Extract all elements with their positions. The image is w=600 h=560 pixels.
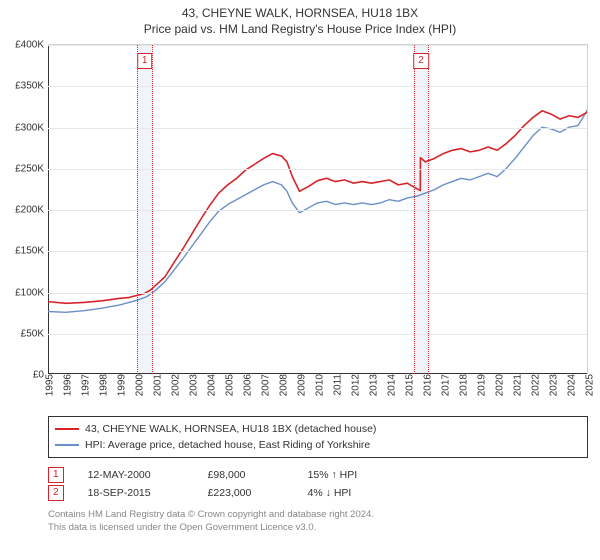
legend-label: HPI: Average price, detached house, East… <box>85 437 370 453</box>
event-edge <box>414 45 415 374</box>
y-tick-label: £300K <box>15 122 48 133</box>
x-tick-label: 1996 <box>59 374 74 396</box>
event-marker: 2 <box>413 53 429 69</box>
x-tick-label: 2009 <box>293 374 308 396</box>
x-tick-label: 2006 <box>239 374 254 396</box>
event-delta: 15% ↑ HPI <box>308 466 428 484</box>
chart-legend: 43, CHEYNE WALK, HORNSEA, HU18 1BX (deta… <box>48 416 588 458</box>
gridline <box>48 293 587 294</box>
y-tick-label: £250K <box>15 163 48 174</box>
gridline <box>48 334 587 335</box>
gridline <box>48 251 587 252</box>
x-tick-label: 2003 <box>185 374 200 396</box>
gridline <box>48 86 587 87</box>
x-tick-label: 2022 <box>527 374 542 396</box>
y-tick-label: £50K <box>21 328 48 339</box>
price-chart: £0£50K£100K£150K£200K£250K£300K£350K£400… <box>48 44 588 374</box>
gridline <box>48 128 587 129</box>
x-tick-label: 2012 <box>347 374 362 396</box>
legend-row: HPI: Average price, detached house, East… <box>55 437 581 453</box>
footer-line-2: This data is licensed under the Open Gov… <box>48 521 588 534</box>
x-tick-label: 2007 <box>257 374 272 396</box>
y-tick-label: £400K <box>15 40 48 51</box>
legend-swatch <box>55 428 79 430</box>
x-tick-label: 2010 <box>311 374 326 396</box>
event-edge <box>152 45 153 374</box>
x-tick-label: 2023 <box>545 374 560 396</box>
x-tick-label: 1995 <box>41 374 56 396</box>
x-tick-label: 2018 <box>455 374 470 396</box>
x-tick-label: 2002 <box>167 374 182 396</box>
event-row-marker: 2 <box>48 485 64 501</box>
event-date: 12-MAY-2000 <box>88 466 208 484</box>
event-row: 2 18-SEP-2015£223,0004% ↓ HPI <box>48 484 588 502</box>
x-tick-label: 2017 <box>437 374 452 396</box>
x-tick-label: 2020 <box>491 374 506 396</box>
x-tick-label: 2015 <box>401 374 416 396</box>
x-tick-label: 2014 <box>383 374 398 396</box>
y-tick-label: £100K <box>15 287 48 298</box>
gridline <box>48 45 587 46</box>
event-edge <box>428 45 429 374</box>
x-tick-label: 2001 <box>149 374 164 396</box>
series-line-hpi <box>48 93 587 313</box>
events-table: 1 12-MAY-2000£98,00015% ↑ HPI 2 18-SEP-2015… <box>48 466 588 502</box>
event-delta: 4% ↓ HPI <box>308 484 428 502</box>
x-tick-label: 2008 <box>275 374 290 396</box>
x-tick-label: 1999 <box>113 374 128 396</box>
x-tick-label: 1997 <box>77 374 92 396</box>
x-tick-label: 2016 <box>419 374 434 396</box>
x-tick-label: 2005 <box>221 374 236 396</box>
y-tick-label: £150K <box>15 246 48 257</box>
event-row-marker: 1 <box>48 467 64 483</box>
footer-line-1: Contains HM Land Registry data © Crown c… <box>48 508 588 521</box>
x-tick-label: 2013 <box>365 374 380 396</box>
x-tick-label: 2021 <box>509 374 524 396</box>
legend-swatch <box>55 444 79 446</box>
x-tick-label: 2025 <box>581 374 596 396</box>
y-tick-label: £200K <box>15 205 48 216</box>
legend-label: 43, CHEYNE WALK, HORNSEA, HU18 1BX (deta… <box>85 421 376 437</box>
x-tick-label: 2000 <box>131 374 146 396</box>
gridline <box>48 210 587 211</box>
event-edge <box>137 45 138 374</box>
x-tick-label: 2011 <box>329 374 344 396</box>
x-tick-label: 2024 <box>563 374 578 396</box>
attribution-footer: Contains HM Land Registry data © Crown c… <box>48 508 588 534</box>
y-tick-label: £350K <box>15 81 48 92</box>
event-price: £98,000 <box>208 466 308 484</box>
x-tick-label: 2004 <box>203 374 218 396</box>
event-price: £223,000 <box>208 484 308 502</box>
x-tick-label: 2019 <box>473 374 488 396</box>
gridline <box>48 169 587 170</box>
legend-row: 43, CHEYNE WALK, HORNSEA, HU18 1BX (deta… <box>55 421 581 437</box>
page-title: 43, CHEYNE WALK, HORNSEA, HU18 1BX <box>0 0 600 20</box>
event-marker: 1 <box>137 53 153 69</box>
event-row: 1 12-MAY-2000£98,00015% ↑ HPI <box>48 466 588 484</box>
page-subtitle: Price paid vs. HM Land Registry's House … <box>0 20 600 44</box>
x-tick-label: 1998 <box>95 374 110 396</box>
event-date: 18-SEP-2015 <box>88 484 208 502</box>
